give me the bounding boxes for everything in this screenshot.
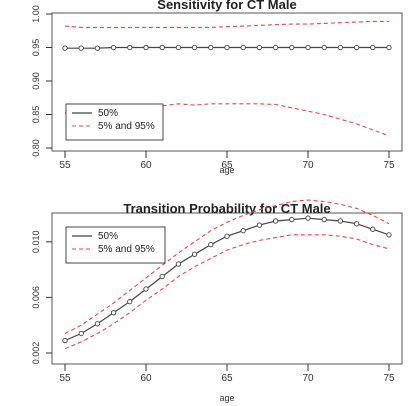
y-tick-label: 1.00 [31, 5, 41, 23]
median-point [272, 218, 279, 224]
median-point [159, 44, 165, 51]
y-tick-label: 0.85 [31, 106, 41, 124]
x-axis-label: age [219, 393, 234, 403]
x-tick-label: 65 [221, 373, 233, 384]
median-point [127, 298, 133, 305]
median-point [127, 44, 133, 51]
transition-probability-panel: Transition Probability for CT Male 55 60 65… [31, 199, 403, 403]
median-point [256, 44, 263, 51]
median-point [110, 44, 117, 51]
median-point [224, 233, 230, 239]
legend-label-band: 5% and 95% [98, 244, 155, 255]
x-tick-label: 65 [221, 160, 233, 171]
x-axis-label: age [219, 165, 234, 175]
x-tick-label: 70 [302, 373, 314, 384]
y-tick-label: 0.010 [31, 231, 41, 254]
median-point [224, 44, 230, 51]
median-point [62, 45, 68, 51]
median-point [175, 44, 182, 51]
median-point [256, 222, 263, 228]
y-tick-label: 0.006 [31, 286, 41, 309]
legend-label-band: 5% and 95% [98, 121, 155, 132]
median-point [62, 337, 68, 344]
x-tick-label: 70 [302, 160, 314, 171]
sensitivity-panel: Sensitivity for CT Male 55 60 65 70 75 age 0.80… [31, 0, 403, 175]
median-point [78, 45, 84, 51]
y-tick-label: 0.95 [31, 39, 41, 57]
median-point [337, 218, 344, 224]
median-point [321, 216, 327, 223]
legend-box [65, 226, 166, 264]
lower-band-line [64, 103, 390, 137]
y-tick-label: 0.80 [31, 139, 41, 157]
median-point [272, 44, 279, 51]
upper-band-line [64, 199, 390, 334]
median-point [321, 44, 327, 51]
median-point [289, 216, 295, 223]
median-point [353, 221, 360, 227]
chart-title: Transition Probability for CT Male [123, 201, 330, 216]
median-point [305, 215, 311, 221]
median-point [370, 44, 376, 51]
chart-title: Sensitivity for CT Male [157, 0, 296, 12]
legend: 50% 5% and 95% [65, 226, 166, 264]
x-tick-label: 75 [383, 160, 395, 171]
median-point [143, 44, 149, 51]
y-tick-label: 0.90 [31, 72, 41, 90]
median-point [337, 44, 344, 51]
median-point [353, 44, 360, 51]
legend: 50% 5% and 95% [65, 103, 164, 141]
median-point [370, 226, 376, 232]
y-tick-label: 0.002 [31, 342, 41, 365]
lower-band-line [64, 234, 390, 350]
x-tick-label: 75 [383, 373, 395, 384]
legend-label-median: 50% [98, 231, 118, 242]
median-point [110, 310, 117, 316]
x-tick-label: 55 [59, 373, 71, 384]
median-point [94, 321, 101, 327]
x-tick-label: 60 [140, 160, 152, 171]
median-point [289, 44, 295, 51]
legend-label-median: 50% [98, 108, 118, 119]
median-point [78, 330, 84, 337]
median-point [240, 44, 246, 51]
median-point [94, 45, 101, 51]
median-point [208, 241, 214, 248]
median-point [191, 44, 198, 51]
x-tick-label: 55 [59, 160, 71, 171]
legend-box [65, 103, 164, 141]
median-point [208, 44, 214, 51]
median-point [175, 261, 182, 267]
median-point [191, 251, 198, 257]
median-point [240, 228, 246, 234]
median-point [386, 232, 392, 238]
median-point [386, 44, 392, 51]
upper-band-line [64, 20, 389, 28]
median-point [143, 286, 149, 292]
median-point [159, 273, 165, 280]
x-tick-label: 60 [140, 373, 152, 384]
median-point [305, 44, 311, 51]
